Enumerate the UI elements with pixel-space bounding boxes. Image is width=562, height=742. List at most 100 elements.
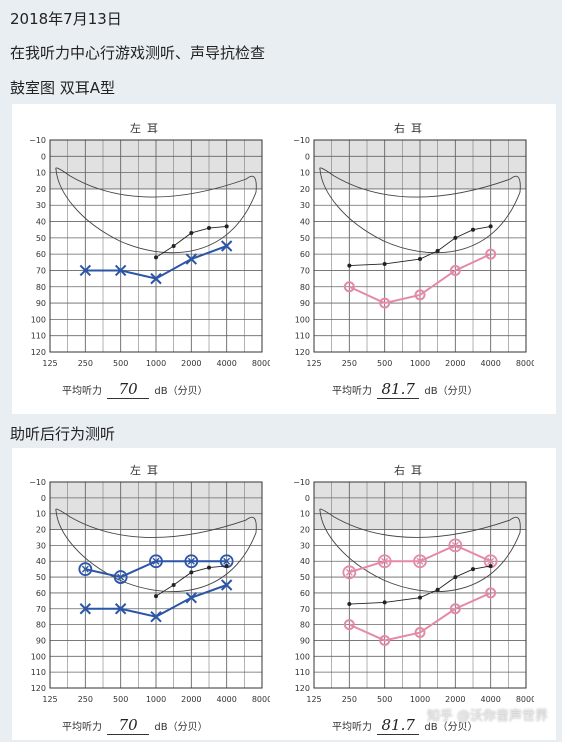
x-tick-label: 250 [342,359,357,368]
left-ear-audiogram: −10 0 10 20 30 40 50 60 70 80 90 100 110 120 125 250 500… [29,136,270,368]
average-unit: dB（分贝） [154,722,208,733]
x-tick-label: 500 [113,359,128,368]
speech-level-point [435,248,440,253]
y-tick-label: 110 [295,332,310,341]
average-label: 平均听力 [62,722,102,733]
y-tick-label: 20 [300,185,310,194]
speech-level-point [347,263,352,268]
x-tick-label: 4000 [480,695,500,704]
speech-level-point [382,600,387,605]
x-tick-label: 2000 [181,695,201,704]
left-ear-average-hearing: 平均听力 70 dB（分贝） [62,380,208,399]
y-tick-label: 40 [36,218,46,227]
aided-section-title: 助听后行为测听 [10,425,116,443]
average-label: 平均听力 [332,386,372,397]
y-tick-label: 40 [300,557,310,566]
x-tick-label: 1000 [146,695,166,704]
aided-audiogram-panel: 左耳 −10 0 10 20 30 40 50 60 70 80 90 100 110 120 125 250… [12,448,556,740]
y-tick-label: 70 [300,605,310,614]
chart-title-left-ear: 左耳 [130,122,164,135]
y-tick-label: 80 [300,283,310,292]
y-tick-label: 110 [31,332,46,341]
speech-banana [319,508,521,593]
x-tick-label: 1000 [410,359,430,368]
speech-level-point [435,587,440,592]
y-tick-label: 90 [36,299,46,308]
left-ear-average-hearing: 平均听力 70 dB（分贝） [62,716,208,735]
average-label: 平均听力 [62,386,102,397]
x-tick-label: 8000 [252,359,270,368]
x-tick-label: 250 [78,359,93,368]
y-tick-label: 100 [295,315,310,324]
date-line: 2018年7月13日 [10,10,122,28]
threshold-marker-x [79,603,92,615]
average-value: 81.7 [377,716,420,735]
threshold-marker-o [343,619,355,631]
y-tick-label: 120 [295,348,310,357]
threshold-marker-o [343,281,355,293]
right-ear-average-hearing: 平均听力 81.7 dB（分贝） [332,716,478,735]
average-label: 平均听力 [332,722,372,733]
speech-level-point [224,224,229,229]
speech-level-point [470,227,475,232]
y-tick-label: 60 [36,250,46,259]
y-tick-label: 70 [36,605,46,614]
left-ear-aided-audiogram: −10 0 10 20 30 40 50 60 70 80 90 100 110 120 125 250 500… [29,478,270,704]
y-tick-label: 40 [36,557,46,566]
y-tick-label: 90 [36,636,46,645]
x-tick-label: 125 [306,695,321,704]
threshold-marker-o [485,587,497,599]
unaided-audiogram-panel: 左耳 −10 0 10 20 30 40 50 60 70 80 90 100 110 120 125 250… [12,104,556,414]
average-unit: dB（分贝） [154,386,208,397]
y-tick-label: 0 [41,152,46,161]
aided-threshold-marker [413,554,427,569]
threshold-marker-o [449,603,461,615]
y-tick-label: 10 [300,510,310,519]
x-tick-label: 500 [377,359,392,368]
y-tick-label: 60 [300,250,310,259]
speech-level-point [418,595,422,600]
chart-frame [313,139,527,353]
speech-level-point [347,602,352,607]
y-tick-label: 110 [31,668,46,677]
y-tick-label: −10 [29,136,46,145]
threshold-marker-o [414,627,426,639]
y-tick-label: 100 [295,652,310,661]
threshold-line [348,253,492,305]
chart-frame [49,481,263,689]
threshold-marker-x [150,610,162,623]
threshold-marker-x [150,272,162,285]
x-tick-label: 2000 [181,359,201,368]
speech-level-point [488,563,493,568]
speech-level-point [224,563,229,568]
x-tick-label: 125 [42,359,57,368]
y-tick-label: −10 [29,478,46,487]
x-tick-label: 8000 [252,695,270,704]
y-tick-label: −10 [293,478,310,487]
y-tick-label: 80 [36,283,46,292]
threshold-marker-o [379,634,391,646]
x-tick-label: 8000 [516,695,534,704]
speech-level-point [418,257,422,262]
speech-level-point [453,575,458,580]
speech-level-point [206,565,211,570]
y-tick-label: 70 [300,266,310,275]
y-tick-label: 120 [31,684,46,693]
y-tick-label: 50 [36,573,46,582]
speech-level-point [206,226,211,231]
threshold-marker-x [79,264,92,277]
y-tick-label: 70 [36,266,46,275]
right-ear-average-hearing: 平均听力 81.7 dB（分贝） [332,380,478,399]
threshold-line [348,592,492,642]
speech-banana [319,167,521,254]
test-description: 在我听力中心行游戏测听、声导抗检查 [10,44,266,62]
speech-level-point [154,255,158,260]
chart-frame [49,139,263,353]
speech-level-point [470,567,475,572]
watermark: 知乎 @沃你音声世界 [426,709,548,724]
x-tick-label: 125 [306,359,321,368]
x-tick-label: 125 [42,695,57,704]
y-tick-label: 120 [295,684,310,693]
y-tick-label: 30 [36,201,46,210]
threshold-marker-x [185,253,198,265]
